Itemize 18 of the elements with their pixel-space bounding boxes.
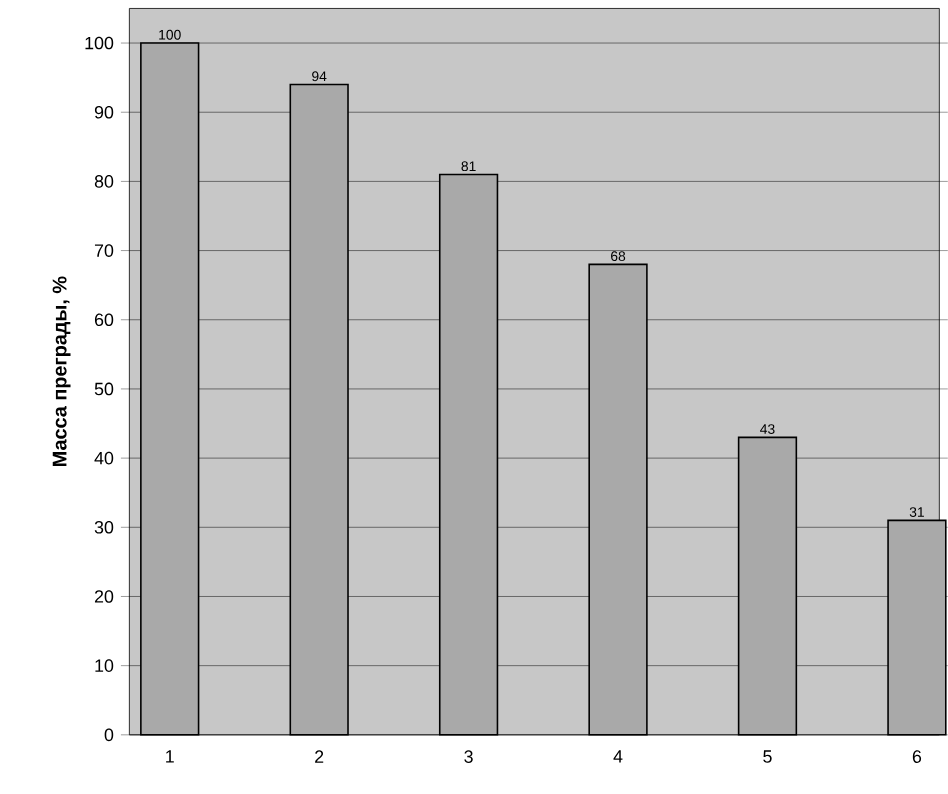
y-tick-label: 70 [94,244,114,257]
y-tick-label: 10 [95,659,114,672]
y-axis-title: Масса преграды, % [52,276,71,466]
x-tick-label: 6 [912,750,922,763]
y-tick-label: 100 [85,36,114,50]
x-tick-label: 1 [166,750,174,763]
y-tick-label: 20 [94,589,114,603]
y-tick-label: 30 [94,520,114,534]
y-tick-label: 0 [104,728,114,741]
x-tick-label: 3 [464,750,473,763]
y-tick-label: 80 [94,174,114,188]
y-tick-label: 40 [94,451,114,465]
y-tick-label: 90 [94,105,114,119]
y-tick-label: 50 [94,382,114,396]
x-tick-label: 4 [613,750,623,763]
x-tick-label: 5 [763,750,772,763]
y-tick-label: 60 [94,313,114,326]
x-tick-label: 2 [315,750,324,763]
